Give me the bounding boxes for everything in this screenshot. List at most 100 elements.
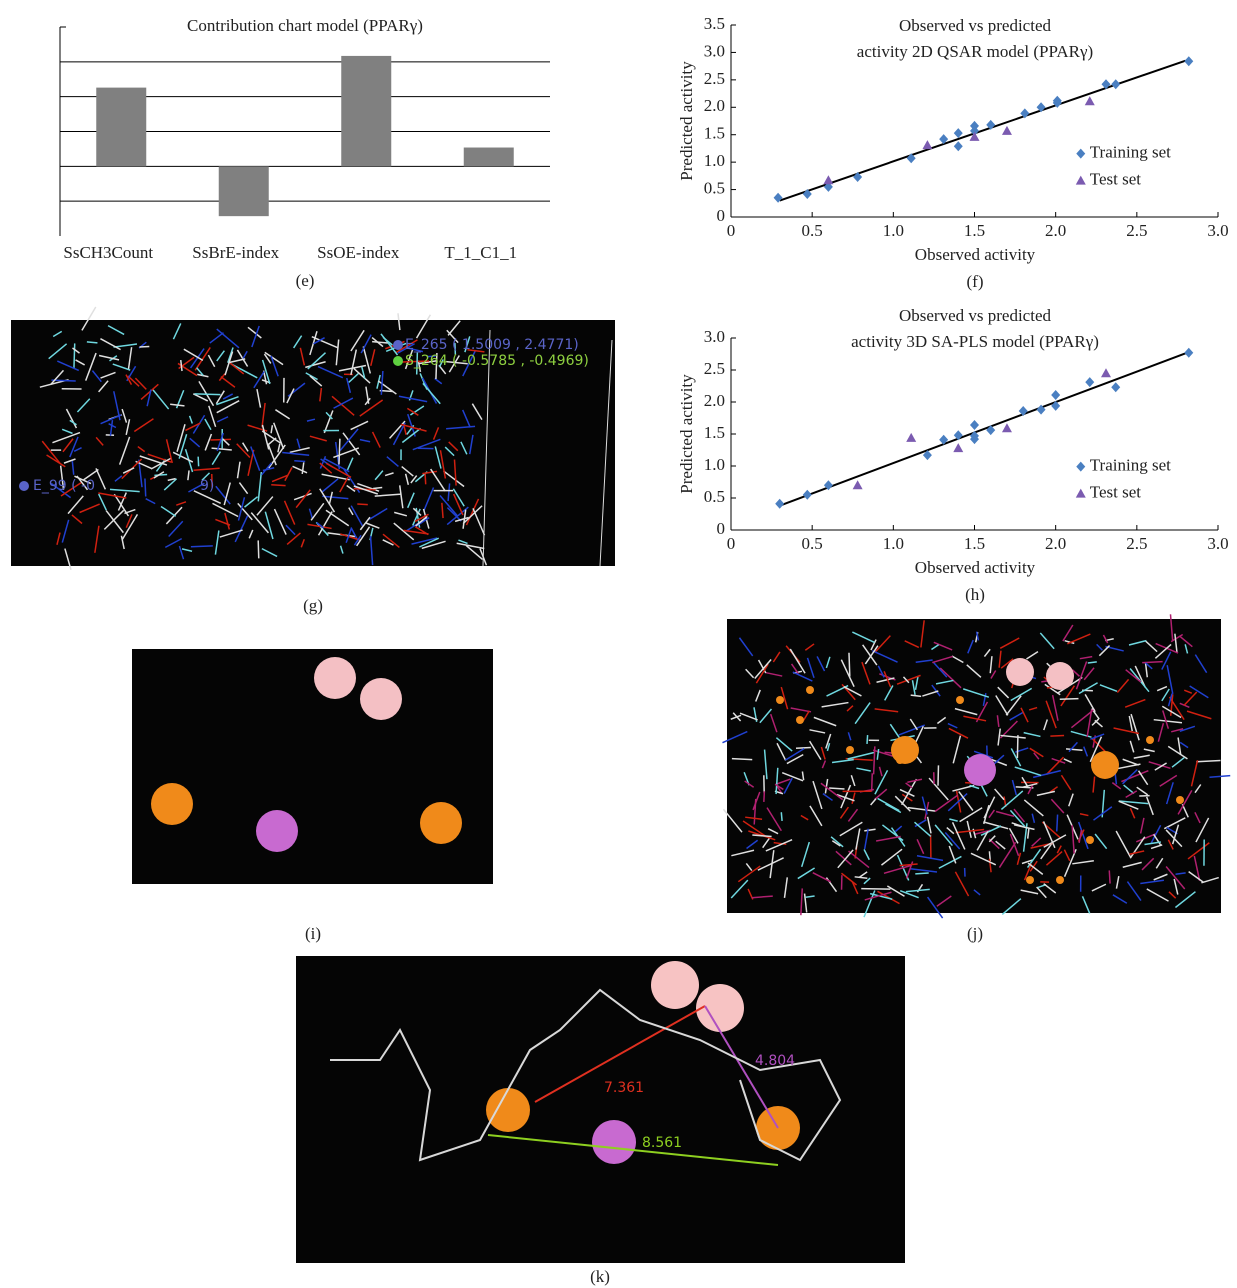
x-tick-label: SsCH3Count <box>63 243 153 262</box>
point <box>1111 382 1120 392</box>
y-tick-label: 0.5 <box>704 178 725 197</box>
atom <box>393 356 403 366</box>
atom <box>1026 876 1034 884</box>
panel-i-image <box>132 649 493 884</box>
annotation: 9) <box>200 478 214 494</box>
bar <box>464 148 514 167</box>
sphere <box>891 736 919 764</box>
y-tick-label: 0.5 <box>704 487 725 506</box>
point <box>1002 423 1012 432</box>
point <box>823 175 833 184</box>
legend-swatch <box>1076 462 1085 472</box>
bond <box>915 873 928 874</box>
sphere <box>420 802 462 844</box>
sphere <box>1006 658 1034 686</box>
x-tick-label: 0 <box>727 221 736 240</box>
chart-title: activity 3D SA-PLS model (PPARγ) <box>851 332 1099 351</box>
point <box>970 132 980 141</box>
y-tick-label: 1.5 <box>704 124 725 143</box>
bond <box>1060 699 1079 700</box>
x-tick-label: 3.0 <box>1207 221 1228 240</box>
bond <box>849 653 850 677</box>
x-tick-label: 1.5 <box>964 221 985 240</box>
legend-swatch <box>1076 149 1085 159</box>
sphere <box>592 1120 636 1164</box>
panel-caption: (h) <box>965 585 985 604</box>
bond <box>425 474 426 484</box>
sphere <box>1046 662 1074 690</box>
atom <box>393 340 403 350</box>
bond <box>357 504 368 505</box>
point <box>1184 56 1193 66</box>
point <box>906 433 916 442</box>
annotation: 4.804 <box>755 1053 795 1069</box>
panel-caption: (j) <box>967 924 983 943</box>
x-tick-label: 0 <box>727 534 736 553</box>
x-axis-label: Observed activity <box>915 245 1036 264</box>
y-tick-label: 2.0 <box>704 96 725 115</box>
sphere <box>314 657 356 699</box>
legend-swatch <box>1076 176 1086 185</box>
point <box>922 140 932 149</box>
x-tick-label: T_1_C1_1 <box>444 243 517 262</box>
x-tick-label: 2.0 <box>1045 221 1066 240</box>
bond <box>867 735 868 744</box>
panel-caption: (k) <box>590 1267 610 1286</box>
bond <box>781 812 782 821</box>
annotation: S_264 ( -0.5785 , -0.4969) <box>405 353 589 369</box>
point <box>1002 126 1012 135</box>
point <box>1085 377 1094 387</box>
x-tick-label: 2.5 <box>1126 221 1147 240</box>
bond <box>373 487 382 488</box>
point <box>1101 368 1111 377</box>
point <box>954 128 963 138</box>
point <box>803 490 812 500</box>
atom <box>776 696 784 704</box>
figure: (g) E_265 ( 1.5009 , 2.4771)S_264 ( -0.57… <box>0 0 1237 1288</box>
bond <box>1142 662 1162 663</box>
chart-title: Observed vs predicted <box>899 306 1052 325</box>
x-tick-label: 0.5 <box>802 221 823 240</box>
bond <box>195 394 221 395</box>
y-tick-label: 0 <box>717 519 726 538</box>
chart-title: Observed vs predicted <box>899 16 1052 35</box>
sphere <box>964 754 996 786</box>
annotation: E_99 ( -0 <box>33 478 95 494</box>
y-axis-label: Predicted activity <box>677 61 696 181</box>
sphere <box>486 1088 530 1132</box>
panel-caption: (f) <box>967 272 984 291</box>
bond <box>258 540 259 558</box>
y-tick-label: 1.0 <box>704 455 725 474</box>
x-tick-label: 2.5 <box>1126 534 1147 553</box>
panel-k-image <box>296 956 905 1263</box>
atom <box>796 716 804 724</box>
point <box>1184 348 1193 358</box>
bond <box>271 485 285 486</box>
legend-label: Test set <box>1090 170 1141 189</box>
sphere <box>1091 751 1119 779</box>
atom <box>1146 736 1154 744</box>
point <box>953 443 963 452</box>
point <box>1111 79 1120 89</box>
annotation: E_265 ( 1.5009 , 2.4771) <box>405 337 579 353</box>
bond <box>154 475 167 476</box>
bond <box>294 461 305 462</box>
x-tick-label: SsBrE-index <box>192 243 279 262</box>
sphere <box>360 678 402 720</box>
point <box>970 420 979 430</box>
y-tick-label: 1.5 <box>704 423 725 442</box>
point <box>853 480 863 489</box>
atom <box>806 686 814 694</box>
bond <box>74 343 75 368</box>
annotation: 8.561 <box>642 1135 682 1151</box>
atom <box>846 746 854 754</box>
bond <box>764 791 765 802</box>
y-tick-label: 3.0 <box>704 41 725 60</box>
panel-caption: (g) <box>303 596 323 615</box>
annotation: 7.361 <box>604 1080 644 1096</box>
point <box>1051 390 1060 400</box>
bond <box>1057 815 1058 832</box>
point <box>954 141 963 151</box>
bar <box>219 166 269 216</box>
bond <box>732 759 752 760</box>
